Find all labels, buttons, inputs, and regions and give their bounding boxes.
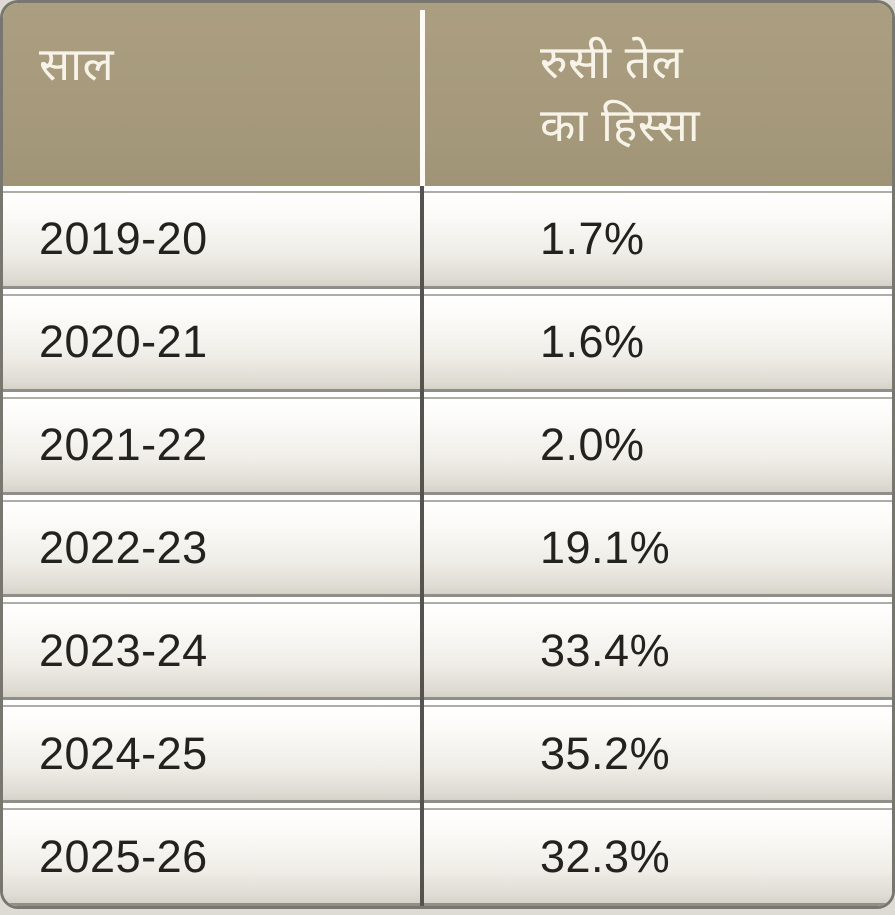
table-row: 2023-24 33.4% <box>3 602 892 701</box>
year-cell: 2022-23 <box>39 522 208 573</box>
share-cell: 1.7% <box>540 213 645 265</box>
header-year-label: साल <box>39 38 115 90</box>
table-row: 2022-23 19.1% <box>3 499 892 598</box>
share-cell: 1.6% <box>540 316 645 368</box>
table-header-row: साल रुसी तेल का हिस्सा <box>3 3 892 186</box>
year-cell: 2021-22 <box>39 419 208 471</box>
table-body: 2019-20 1.7% 2020-21 1.6% 2021-22 2.0% 2… <box>3 186 892 906</box>
table-row: 2021-22 2.0% <box>3 396 892 495</box>
table-row: 2024-25 35.2% <box>3 705 892 804</box>
share-cell: 19.1% <box>540 522 671 573</box>
share-cell: 2.0% <box>540 419 645 471</box>
year-cell: 2023-24 <box>39 624 208 676</box>
bottom-edge-strip <box>0 909 895 915</box>
share-cell: 33.4% <box>540 624 671 676</box>
year-cell: 2019-20 <box>39 213 208 265</box>
year-cell: 2020-21 <box>39 316 208 368</box>
share-cell: 32.3% <box>540 830 671 882</box>
table-row: 2020-21 1.6% <box>3 293 892 392</box>
year-cell: 2024-25 <box>39 727 208 779</box>
share-cell: 35.2% <box>540 727 671 779</box>
table-row: 2019-20 1.7% <box>3 191 892 289</box>
table-row: 2025-26 32.3% <box>3 808 892 906</box>
year-cell: 2025-26 <box>39 830 208 882</box>
header-column-divider <box>420 10 425 186</box>
body-column-divider <box>420 186 424 906</box>
header-share-label: रुसी तेल का हिस्सा <box>540 36 701 152</box>
